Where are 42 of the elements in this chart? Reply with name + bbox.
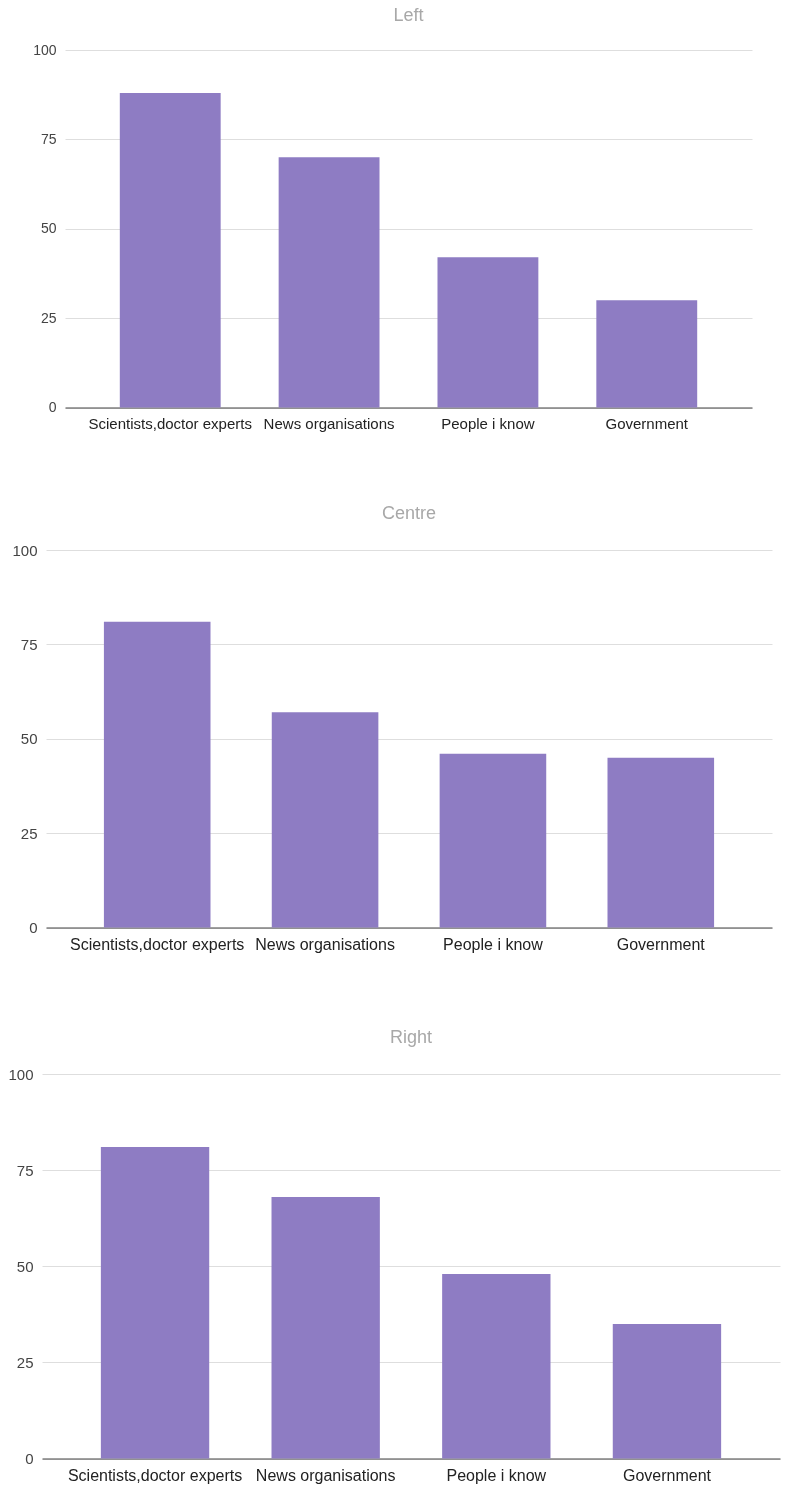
- bar: [437, 257, 539, 408]
- x-tick-label: Government: [605, 415, 689, 432]
- x-tick-label: Scientists,doctor experts: [67, 1466, 243, 1484]
- x-tick-label: People i know: [443, 936, 544, 953]
- y-tick-label: 50: [20, 730, 38, 748]
- chart-title: Right: [389, 1026, 433, 1047]
- x-tick-label: News organisations: [263, 415, 395, 432]
- y-tick-label: 50: [16, 1257, 34, 1275]
- y-tick-label: 25: [16, 1353, 34, 1371]
- x-tick-label: Scientists,doctor experts: [70, 936, 245, 953]
- bar: [278, 157, 380, 408]
- bar: [607, 757, 715, 928]
- y-tick-label: 25: [20, 824, 38, 842]
- y-tick-label: 100: [12, 541, 38, 559]
- bar: [103, 621, 211, 928]
- y-tick-label: 75: [40, 130, 57, 147]
- y-tick-label: 50: [40, 220, 57, 237]
- x-tick-label: Government: [616, 936, 706, 953]
- bar: [271, 712, 379, 928]
- x-tick-label: People i know: [441, 415, 535, 432]
- bar: [100, 1146, 210, 1458]
- x-tick-label: People i know: [446, 1466, 547, 1484]
- y-tick-label: 100: [33, 41, 57, 58]
- chart-title: Left: [393, 5, 424, 25]
- x-tick-label: News organisations: [255, 936, 395, 953]
- y-tick-label: 75: [16, 1161, 34, 1179]
- y-tick-label: 100: [8, 1065, 34, 1082]
- bar: [596, 300, 698, 408]
- x-tick-label: Scientists,doctor experts: [88, 415, 252, 432]
- bar: [119, 92, 221, 408]
- y-tick-label: 25: [40, 309, 57, 326]
- bar: [439, 753, 547, 928]
- y-tick-label: 0: [48, 399, 57, 415]
- bar: [612, 1323, 722, 1458]
- y-tick-label: 0: [29, 919, 38, 936]
- x-tick-label: Government: [622, 1466, 712, 1484]
- y-tick-label: 75: [20, 635, 38, 653]
- bar: [271, 1196, 380, 1458]
- chart-title: Centre: [381, 503, 437, 523]
- x-tick-label: News organisations: [255, 1466, 396, 1484]
- y-tick-label: 0: [25, 1449, 34, 1467]
- bar: [442, 1273, 551, 1458]
